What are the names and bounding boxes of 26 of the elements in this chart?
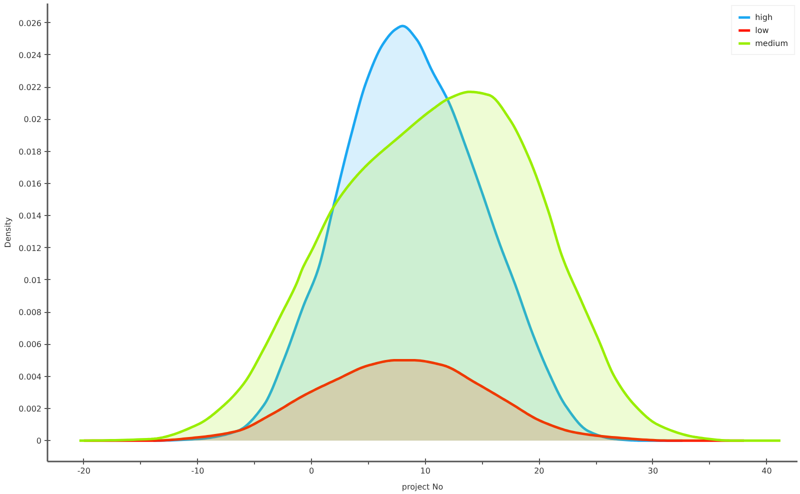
legend-label: low <box>755 25 770 35</box>
x-tick-label: 0 <box>308 466 314 476</box>
y-tick-label: 0.024 <box>18 50 42 60</box>
y-tick-label: 0.002 <box>18 404 42 414</box>
y-tick-label: 0.008 <box>18 308 42 318</box>
legend-label: medium <box>755 38 788 48</box>
legend-label: high <box>755 12 774 22</box>
y-tick-label: 0.012 <box>18 244 42 253</box>
y-tick-label: 0.006 <box>18 340 42 350</box>
x-tick-label: -10 <box>191 466 204 476</box>
y-tick-label: 0.026 <box>18 18 42 28</box>
x-tick-label: 20 <box>534 466 544 476</box>
x-axis-title: project No <box>402 482 444 492</box>
y-tick-label: 0.014 <box>18 212 42 221</box>
y-tick-label: 0.004 <box>18 372 42 382</box>
x-tick-label: 10 <box>420 466 430 476</box>
y-tick-label: 0 <box>36 436 42 446</box>
y-tick-label: 0.022 <box>18 83 42 92</box>
y-tick-label: 0.01 <box>24 276 42 285</box>
y-tick-label: 0.016 <box>18 179 42 188</box>
x-tick-label: 40 <box>762 466 772 476</box>
x-tick-label: -20 <box>77 466 90 476</box>
x-tick-label: 30 <box>648 466 658 476</box>
y-tick-label: 0.02 <box>24 115 42 124</box>
y-tick-label: 0.018 <box>18 147 42 156</box>
y-axis-title: Density <box>4 217 13 248</box>
